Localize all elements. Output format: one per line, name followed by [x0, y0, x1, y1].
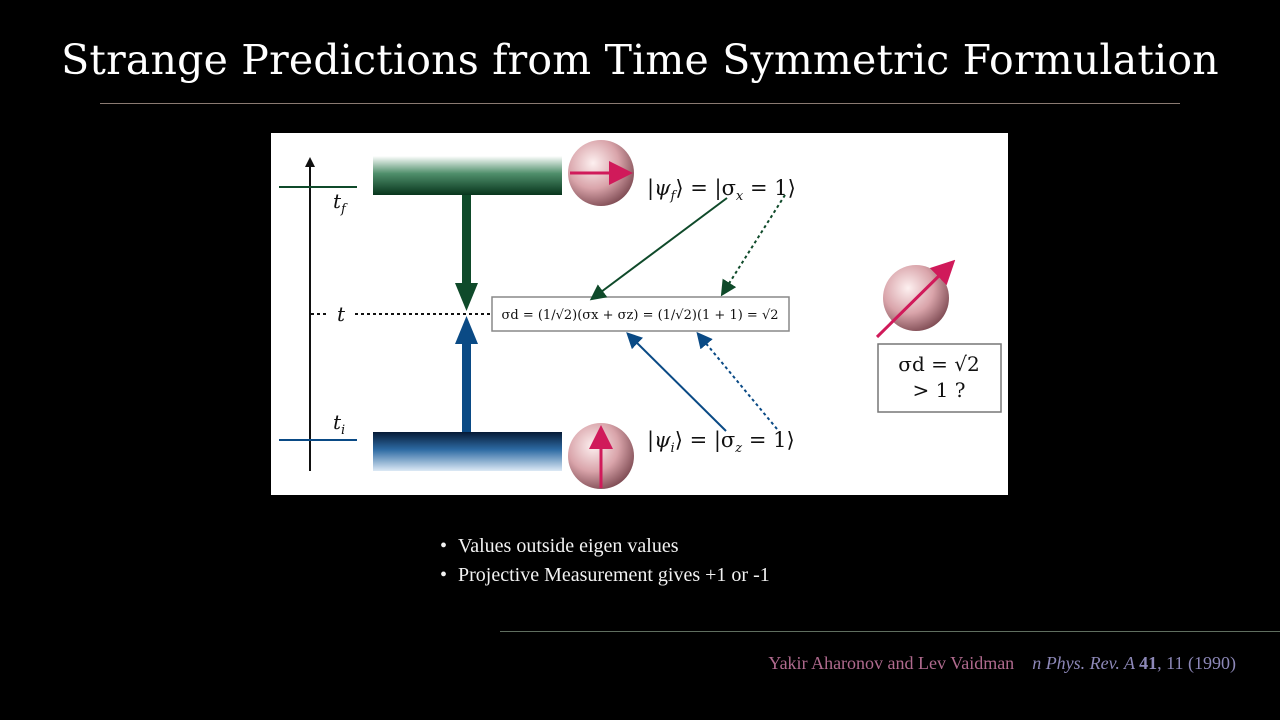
citation: Yakir Aharonov and Lev Vaidman n Phys. Re…	[768, 653, 1236, 674]
list-item: • Values outside eigen values	[440, 532, 770, 561]
title-divider	[100, 103, 1180, 104]
two-state-vector-diagram: tf t ti |ψf⟩ = |σx = 1⟩ |ψi⟩ = |σz = 1⟩	[271, 133, 1008, 495]
initial-time-label: ti	[333, 410, 345, 438]
final-dotted-arrow	[720, 194, 786, 297]
citation-pages-year: , 11 (1990)	[1157, 653, 1236, 673]
citation-journal: n Phys. Rev. A	[1032, 653, 1140, 673]
bullet-icon: •	[440, 564, 448, 586]
result-equation: σd = √2	[898, 352, 979, 376]
footer-divider	[500, 631, 1280, 632]
result-box	[877, 343, 1002, 413]
bullet-list: • Values outside eigen values • Projective…	[440, 532, 770, 590]
weak-value-box	[491, 296, 790, 332]
diagonal-spin-sphere	[875, 259, 956, 339]
forward-evolution-arrow	[455, 316, 478, 432]
initial-state-equation: |ψi⟩ = |σz = 1⟩	[647, 428, 795, 456]
bullet-icon: •	[440, 535, 448, 557]
final-time-label: tf	[333, 189, 348, 217]
initial-dotted-arrow	[696, 331, 778, 430]
final-to-weak-arrow	[589, 197, 728, 301]
citation-volume: 41	[1139, 653, 1158, 673]
weak-value-equation: σd = (1/√2)(σx + σz) = (1/√2)(1 + 1) = √…	[502, 308, 779, 323]
initial-spin-sphere	[568, 423, 634, 489]
final-state-bar	[373, 156, 562, 195]
backward-evolution-arrow	[455, 195, 478, 311]
mid-time-label: t	[337, 302, 346, 326]
slide-title: Strange Predictions from Time Symmetric …	[61, 36, 1219, 84]
initial-state-bar	[373, 432, 562, 471]
initial-to-weak-arrow	[626, 332, 727, 432]
result-question: > 1 ?	[913, 378, 966, 402]
list-item: • Projective Measurement gives +1 or -1	[440, 561, 770, 590]
final-spin-sphere	[568, 140, 634, 206]
final-state-equation: |ψf⟩ = |σx = 1⟩	[647, 176, 796, 204]
citation-authors: Yakir Aharonov and Lev Vaidman	[768, 653, 1015, 673]
time-axis	[279, 157, 493, 471]
